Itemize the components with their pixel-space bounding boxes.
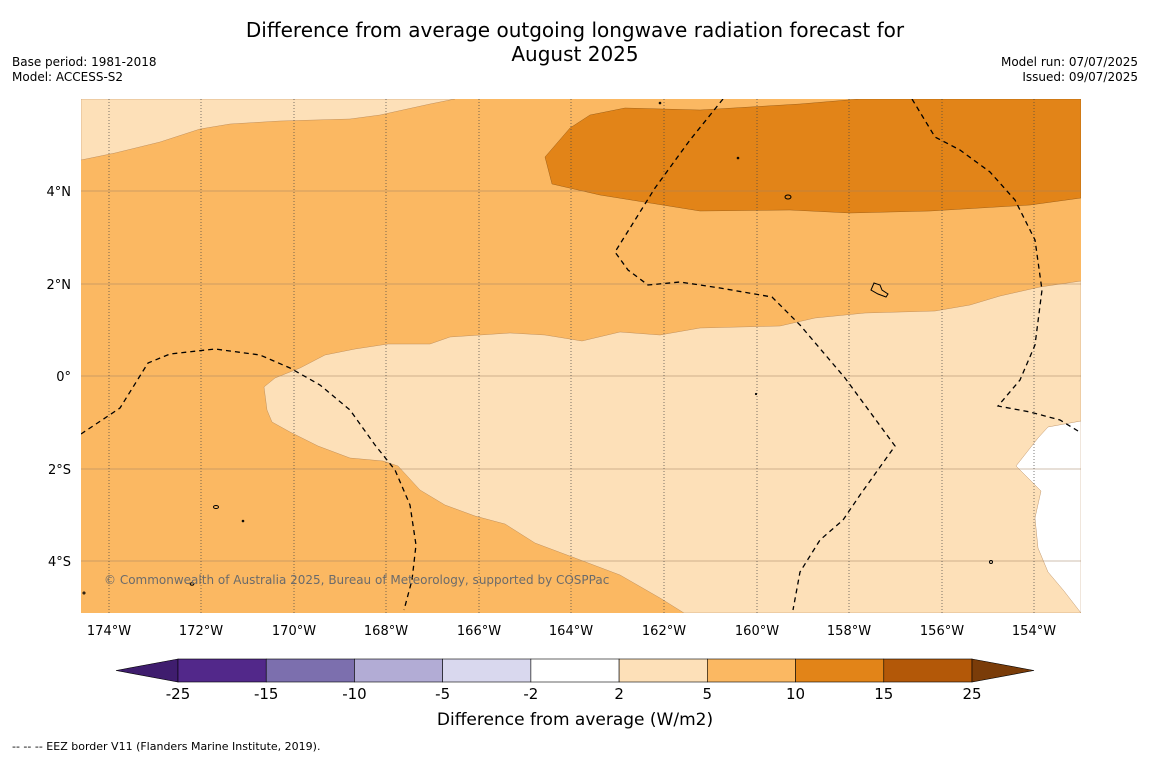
- copyright-notice: © Commonwealth of Australia 2025, Bureau…: [104, 573, 609, 587]
- region-10-15-northeast: [544, 99, 1081, 214]
- colorbar-tick-label: -10: [342, 685, 367, 703]
- map-area: © Commonwealth of Australia 2025, Bureau…: [81, 99, 1081, 613]
- island-1: [784, 194, 792, 200]
- colorbar-extend-high: [971, 658, 1035, 683]
- islands: [82, 101, 993, 595]
- region-2-5-northwest: [81, 99, 456, 161]
- colorbar: -25 -15 -10 -5 -2 2 5 10 15 25: [115, 658, 1035, 703]
- lon-label-174w: 174°W: [87, 624, 131, 639]
- lon-label-160w: 160°W: [735, 624, 779, 639]
- colorbar-tick-label: -5: [435, 685, 450, 703]
- meta-left: Base period: 1981-2018 Model: ACCESS-S2: [12, 55, 157, 85]
- island-5: [658, 101, 662, 105]
- lat-label-4n: 4°N: [47, 185, 72, 200]
- lat-label-2n: 2°N: [47, 278, 72, 293]
- colorbar-tick-label: 2: [614, 685, 624, 703]
- colorbar-segment: [442, 658, 532, 683]
- lon-label-156w: 156°W: [920, 624, 964, 639]
- lon-label-164w: 164°W: [549, 624, 593, 639]
- latitude-labels: 4°N 2°N 0° 2°S 4°S: [47, 185, 72, 570]
- page-title: Difference from average outgoing longwav…: [0, 18, 1150, 66]
- colorbar-label: Difference from average (W/m2): [436, 710, 714, 730]
- lat-label-4s: 4°S: [48, 555, 71, 570]
- colorbar-segment: [354, 658, 443, 683]
- lon-label-172w: 172°W: [179, 624, 223, 639]
- colorbar-tick-label: -15: [254, 685, 279, 703]
- island-9: [989, 560, 993, 564]
- island-6: [736, 156, 740, 160]
- lon-label-154w: 154°W: [1012, 624, 1056, 639]
- colorbar-extend-low: [115, 658, 179, 683]
- colorbar-segment: [265, 658, 355, 683]
- island-2: [870, 282, 889, 298]
- lon-label-162w: 162°W: [642, 624, 686, 639]
- island-3: [213, 505, 219, 509]
- lat-label-2s: 2°S: [48, 463, 71, 478]
- title-line-2: August 2025: [511, 42, 639, 66]
- colorbar-segment: [707, 658, 796, 683]
- colorbar-tick-label: 10: [786, 685, 805, 703]
- meta-right: Model run: 07/07/2025 Issued: 09/07/2025: [1001, 55, 1138, 85]
- island-10: [82, 591, 86, 595]
- colorbar-segment: [883, 658, 973, 683]
- colorbar-tick-label: 15: [874, 685, 893, 703]
- colorbar-tick-label: -2: [523, 685, 538, 703]
- model-run: Model run: 07/07/2025: [1000, 55, 1138, 69]
- title-line-1: Difference from average outgoing longwav…: [245, 18, 905, 42]
- colorbar-tick-label: -25: [166, 685, 191, 703]
- eez-border-east: [911, 99, 1079, 432]
- island-4: [189, 582, 195, 586]
- colorbar-segment: [177, 658, 267, 683]
- lon-label-168w: 168°W: [364, 624, 408, 639]
- colorbar-segment: [795, 658, 885, 683]
- footnote: -- -- -- EEZ border V11 (Flanders Marine…: [12, 740, 321, 753]
- issued-date: Issued: 09/07/2025: [1022, 70, 1138, 84]
- colorbar-tick-label: 25: [962, 685, 981, 703]
- island-8: [754, 392, 758, 396]
- lon-label-170w: 170°W: [272, 624, 316, 639]
- island-7: [241, 519, 245, 523]
- colorbar-segment: [530, 658, 620, 683]
- longitude-labels: 174°W 172°W 170°W 168°W 166°W 164°W 162°…: [87, 624, 1056, 639]
- eez-borders: [81, 99, 1079, 611]
- lon-label-158w: 158°W: [827, 624, 871, 639]
- lon-label-166w: 166°W: [457, 624, 501, 639]
- base-period: Base period: 1981-2018: [12, 55, 157, 69]
- eez-border-northcentral: [614, 99, 896, 611]
- latitude-gridlines: [81, 190, 1081, 562]
- colorbar-tick-label: 5: [703, 685, 713, 703]
- lat-label-0: 0°: [56, 370, 71, 385]
- colorbar-segment: [618, 658, 708, 683]
- eez-border-west: [81, 348, 417, 611]
- model-name: Model: ACCESS-S2: [12, 70, 124, 84]
